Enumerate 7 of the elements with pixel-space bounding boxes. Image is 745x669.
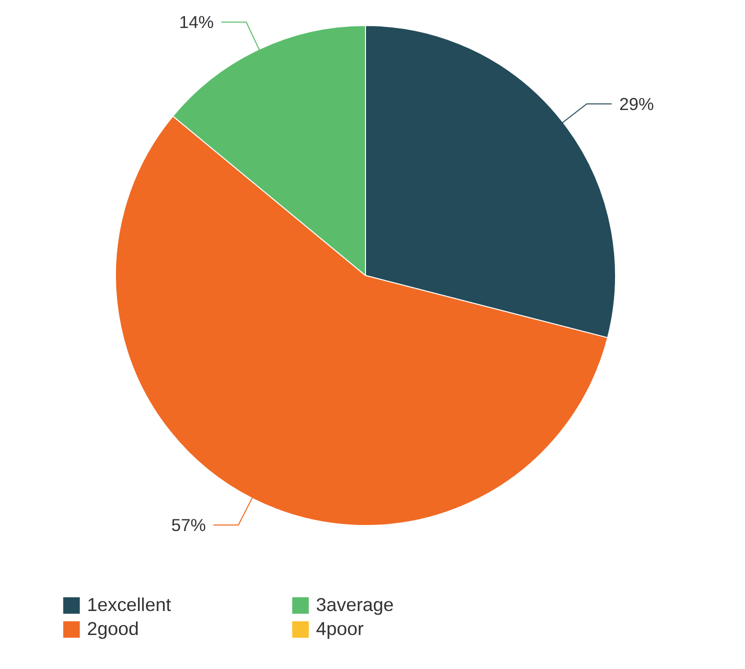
data-label: 14%	[179, 12, 214, 32]
legend-label: 2good	[87, 618, 140, 640]
legend-label: 4poor	[316, 618, 365, 640]
legend-label: 1excellent	[87, 594, 172, 616]
data-label: 29%	[619, 94, 654, 114]
legend-label: 3average	[316, 594, 395, 616]
data-label: 57%	[171, 514, 206, 535]
